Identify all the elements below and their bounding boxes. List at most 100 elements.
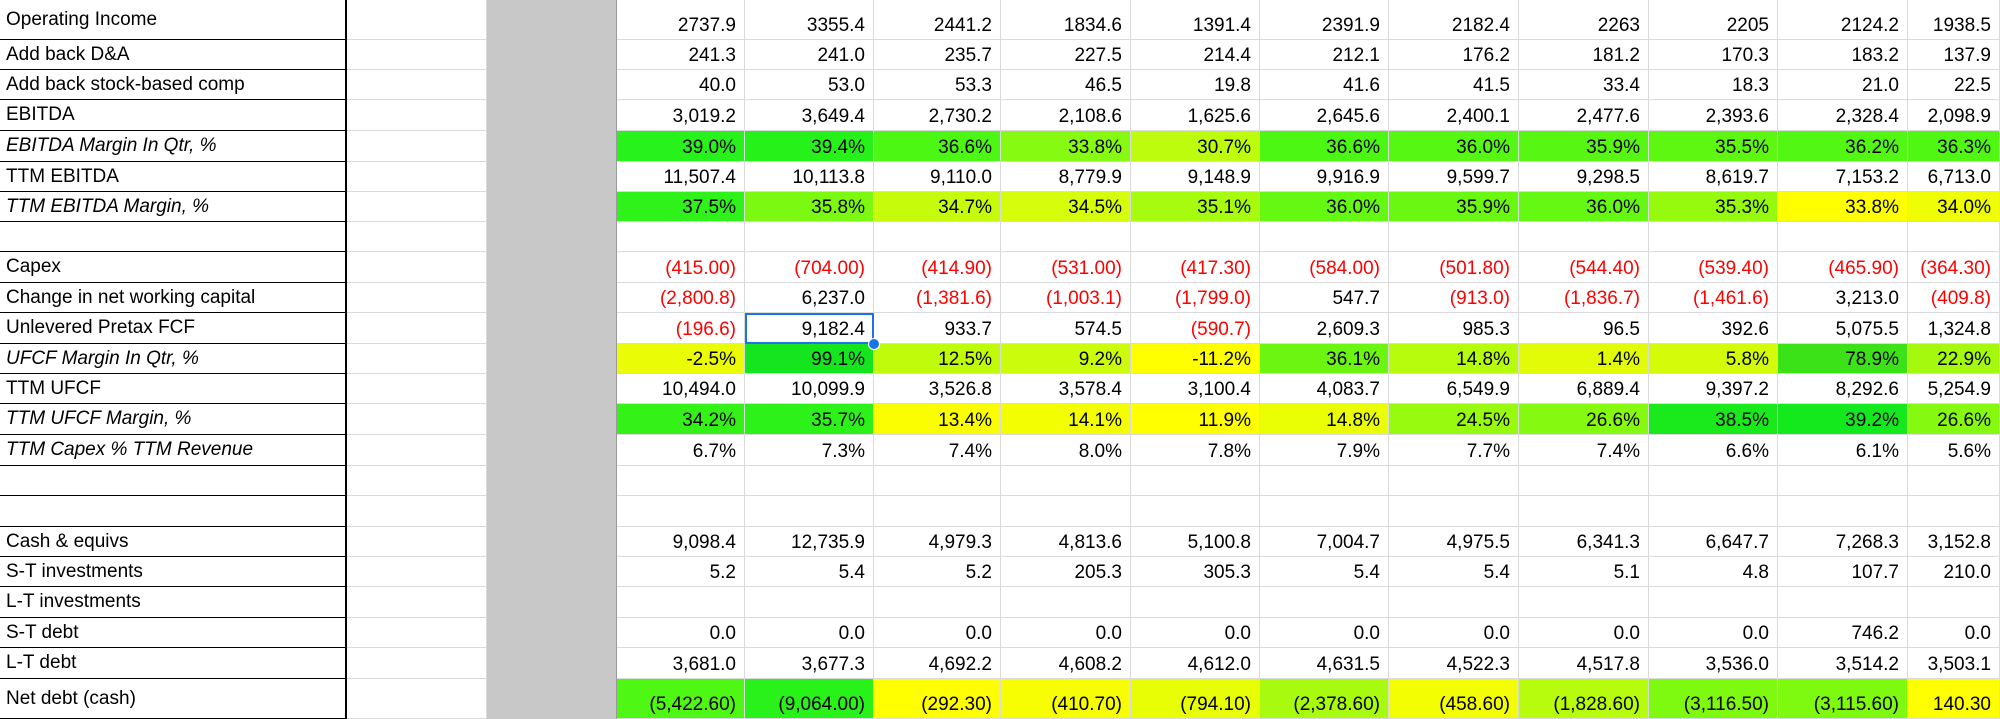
data-cell[interactable]: [1001, 466, 1131, 496]
data-cell[interactable]: 574.5: [1001, 313, 1131, 344]
row-label-cell[interactable]: S-T debt: [0, 618, 347, 648]
data-cell[interactable]: [1131, 222, 1260, 252]
data-cell[interactable]: [1001, 587, 1131, 618]
data-cell[interactable]: (3,115.60): [1778, 679, 1908, 719]
data-cell[interactable]: 3,503.1: [1908, 648, 2000, 679]
data-cell[interactable]: 3,152.8: [1908, 527, 2000, 557]
data-cell[interactable]: 985.3: [1389, 313, 1519, 344]
data-cell[interactable]: [874, 587, 1001, 618]
data-cell[interactable]: [874, 222, 1001, 252]
data-cell[interactable]: 2182.4: [1389, 0, 1519, 40]
data-cell[interactable]: [745, 496, 874, 527]
data-cell[interactable]: 0.0: [745, 618, 874, 648]
data-cell[interactable]: 4,612.0: [1131, 648, 1260, 679]
data-cell[interactable]: 38.5%: [1649, 404, 1778, 435]
row-label-cell[interactable]: [0, 466, 347, 496]
data-cell[interactable]: 3,536.0: [1649, 648, 1778, 679]
data-cell[interactable]: [745, 587, 874, 618]
data-cell[interactable]: (465.90): [1778, 252, 1908, 283]
data-cell[interactable]: 0.0: [1389, 618, 1519, 648]
empty-cell[interactable]: [347, 40, 487, 70]
data-cell[interactable]: (196.6): [617, 313, 745, 344]
empty-cell[interactable]: [347, 70, 487, 100]
data-cell[interactable]: (584.00): [1260, 252, 1389, 283]
gray-filled-cell[interactable]: [487, 222, 617, 252]
data-cell[interactable]: [617, 466, 745, 496]
data-cell[interactable]: [1778, 222, 1908, 252]
data-cell[interactable]: [1001, 496, 1131, 527]
data-cell[interactable]: 3,514.2: [1778, 648, 1908, 679]
gray-filled-cell[interactable]: [487, 283, 617, 313]
data-cell[interactable]: 3,649.4: [745, 100, 874, 131]
data-cell[interactable]: [1131, 466, 1260, 496]
data-cell[interactable]: 35.5%: [1649, 131, 1778, 162]
data-cell[interactable]: [1260, 496, 1389, 527]
data-cell[interactable]: 35.9%: [1389, 192, 1519, 222]
data-cell[interactable]: 3,213.0: [1778, 283, 1908, 313]
data-cell[interactable]: 11,507.4: [617, 162, 745, 192]
data-cell[interactable]: (409.8): [1908, 283, 2000, 313]
data-cell[interactable]: 1834.6: [1001, 0, 1131, 40]
data-cell[interactable]: 3355.4: [745, 0, 874, 40]
data-cell[interactable]: 547.7: [1260, 283, 1389, 313]
data-cell[interactable]: 5.4: [745, 557, 874, 587]
data-cell[interactable]: 35.8%: [745, 192, 874, 222]
data-cell[interactable]: 2263: [1519, 0, 1649, 40]
data-cell[interactable]: 4.8: [1649, 557, 1778, 587]
empty-cell[interactable]: [347, 192, 487, 222]
row-label-cell[interactable]: TTM EBITDA: [0, 162, 347, 192]
data-cell[interactable]: 305.3: [1131, 557, 1260, 587]
data-cell[interactable]: 10,099.9: [745, 374, 874, 404]
data-cell[interactable]: 241.3: [617, 40, 745, 70]
data-cell[interactable]: 7.7%: [1389, 435, 1519, 466]
row-label-cell[interactable]: Cash & equivs: [0, 527, 347, 557]
data-cell[interactable]: 99.1%: [745, 344, 874, 374]
data-cell[interactable]: 9,916.9: [1260, 162, 1389, 192]
data-cell[interactable]: 39.4%: [745, 131, 874, 162]
data-cell[interactable]: 39.0%: [617, 131, 745, 162]
data-cell[interactable]: [1131, 587, 1260, 618]
data-cell[interactable]: 2,393.6: [1649, 100, 1778, 131]
gray-filled-cell[interactable]: [487, 435, 617, 466]
data-cell[interactable]: 34.2%: [617, 404, 745, 435]
data-cell[interactable]: 13.4%: [874, 404, 1001, 435]
data-cell[interactable]: 4,631.5: [1260, 648, 1389, 679]
data-cell[interactable]: 53.0: [745, 70, 874, 100]
data-cell[interactable]: (292.30): [874, 679, 1001, 719]
data-cell[interactable]: 212.1: [1260, 40, 1389, 70]
gray-filled-cell[interactable]: [487, 557, 617, 587]
data-cell[interactable]: 30.7%: [1131, 131, 1260, 162]
data-cell[interactable]: 140.30: [1908, 679, 2000, 719]
data-cell[interactable]: 7.9%: [1260, 435, 1389, 466]
data-cell[interactable]: 8,619.7: [1649, 162, 1778, 192]
row-label-cell[interactable]: Unlevered Pretax FCF: [0, 313, 347, 344]
empty-cell[interactable]: [347, 374, 487, 404]
data-cell[interactable]: 241.0: [745, 40, 874, 70]
data-cell[interactable]: 4,979.3: [874, 527, 1001, 557]
selected-cell[interactable]: 9,182.4: [745, 313, 874, 344]
data-cell[interactable]: [617, 222, 745, 252]
data-cell[interactable]: (2,378.60): [1260, 679, 1389, 719]
row-label-cell[interactable]: UFCF Margin In Qtr, %: [0, 344, 347, 374]
data-cell[interactable]: (415.00): [617, 252, 745, 283]
empty-cell[interactable]: [347, 435, 487, 466]
empty-cell[interactable]: [347, 466, 487, 496]
data-cell[interactable]: 14.8%: [1260, 404, 1389, 435]
data-cell[interactable]: 18.3: [1649, 70, 1778, 100]
data-cell[interactable]: 78.9%: [1778, 344, 1908, 374]
data-cell[interactable]: [1389, 222, 1519, 252]
data-cell[interactable]: 21.0: [1778, 70, 1908, 100]
data-cell[interactable]: 9,298.5: [1519, 162, 1649, 192]
data-cell[interactable]: 227.5: [1001, 40, 1131, 70]
data-cell[interactable]: 6,549.9: [1389, 374, 1519, 404]
empty-cell[interactable]: [347, 679, 487, 719]
data-cell[interactable]: 24.5%: [1389, 404, 1519, 435]
data-cell[interactable]: 0.0: [874, 618, 1001, 648]
data-cell[interactable]: 5.8%: [1649, 344, 1778, 374]
data-cell[interactable]: 9,110.0: [874, 162, 1001, 192]
data-cell[interactable]: 36.3%: [1908, 131, 2000, 162]
data-cell[interactable]: 26.6%: [1519, 404, 1649, 435]
data-cell[interactable]: 2,328.4: [1778, 100, 1908, 131]
data-cell[interactable]: 7.4%: [1519, 435, 1649, 466]
data-cell[interactable]: 1,625.6: [1131, 100, 1260, 131]
